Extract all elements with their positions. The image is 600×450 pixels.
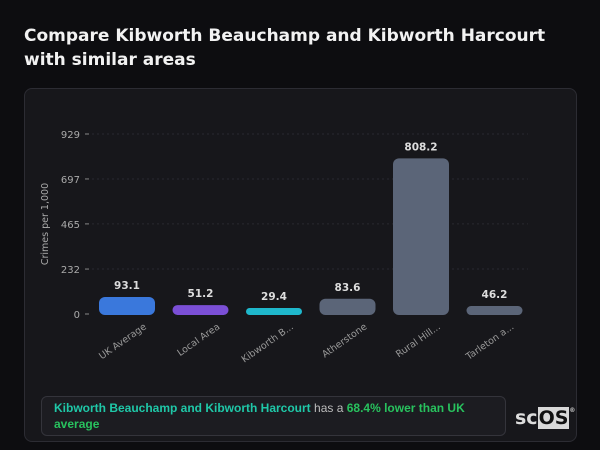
bar <box>319 298 376 315</box>
summary-banner: Kibworth Beauchamp and Kibworth Harcourt… <box>41 396 506 436</box>
bar <box>466 306 523 315</box>
data-label: 808.2 <box>404 141 437 153</box>
data-label: 46.2 <box>482 289 508 301</box>
x-tick-label: Atherstone <box>320 321 369 360</box>
x-tick-label: UK Average <box>97 321 149 362</box>
bar <box>172 305 229 315</box>
x-tick-label: Tarleton a... <box>463 321 516 363</box>
y-axis-label: Crimes per 1,000 <box>40 183 51 265</box>
page-title: Compare Kibworth Beauchamp and Kibworth … <box>24 26 546 70</box>
scos-logo: scOS® <box>515 407 576 429</box>
y-tick-label: 929 <box>61 130 80 141</box>
y-tick-label: 232 <box>61 265 80 276</box>
data-label: 83.6 <box>335 282 361 294</box>
x-tick-label: Rural Hill... <box>394 321 443 360</box>
summary-text: has a <box>310 401 347 415</box>
data-label: 51.2 <box>188 288 214 300</box>
y-tick-label: 0 <box>74 310 80 321</box>
x-tick-label: Local Area <box>175 321 222 358</box>
data-label: 29.4 <box>261 291 287 303</box>
summary-highlight: 68.4% lower than UK average <box>54 401 465 431</box>
bar <box>393 158 449 315</box>
data-label: 93.1 <box>114 280 140 292</box>
bar <box>246 308 302 315</box>
chart-card <box>24 88 577 442</box>
bar <box>99 296 155 315</box>
y-tick-label: 465 <box>61 220 80 231</box>
x-tick-label: Kibworth B... <box>240 321 296 365</box>
summary-area: Kibworth Beauchamp and Kibworth Harcourt <box>54 401 311 415</box>
y-tick-label: 697 <box>61 175 80 186</box>
